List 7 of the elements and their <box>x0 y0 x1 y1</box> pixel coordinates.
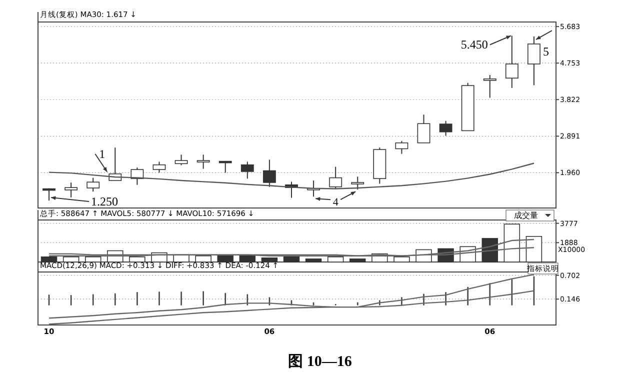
annotation: 5.450 <box>460 38 488 52</box>
text: 成交量 <box>514 211 538 220</box>
annotation: 1 <box>99 146 106 161</box>
caption: 图 10—16 <box>288 354 352 370</box>
annotation: 4 <box>332 196 339 209</box>
annotation: 1.250 <box>91 194 118 209</box>
annotation: 5 <box>542 44 549 59</box>
